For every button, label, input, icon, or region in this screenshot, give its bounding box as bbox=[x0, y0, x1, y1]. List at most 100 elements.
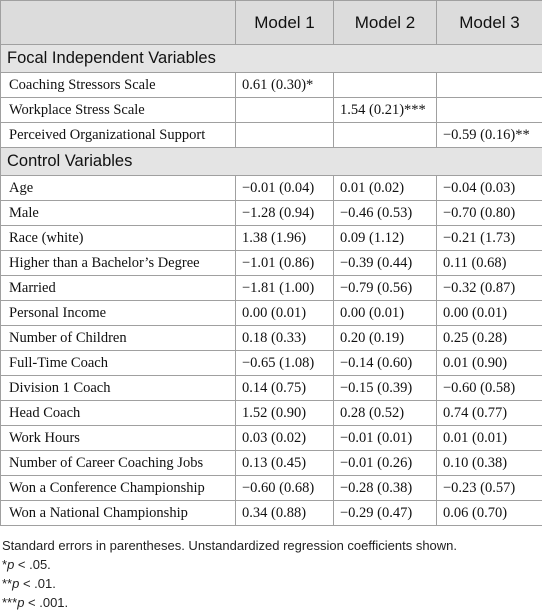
column-header: Model 2 bbox=[333, 0, 437, 45]
row-label: Head Coach bbox=[0, 400, 236, 426]
cell-value: 0.09 (1.12) bbox=[333, 225, 437, 251]
stars: *** bbox=[2, 595, 18, 610]
table-row: Age −0.01 (0.04) 0.01 (0.02) −0.04 (0.03) bbox=[0, 175, 542, 201]
cell-value: −1.81 (1.00) bbox=[235, 275, 334, 301]
table-row: Number of Career Coaching Jobs 0.13 (0.45… bbox=[0, 450, 542, 476]
section-row: Focal Independent Variables bbox=[0, 44, 542, 73]
column-header: Model 3 bbox=[436, 0, 542, 45]
cell-value: −0.39 (0.44) bbox=[333, 250, 437, 276]
stars: * bbox=[2, 557, 8, 572]
cell-value: −0.28 (0.38) bbox=[333, 475, 437, 501]
cell-value: −0.01 (0.26) bbox=[333, 450, 437, 476]
cell-value: 1.54 (0.21)*** bbox=[333, 97, 437, 123]
cell-value: 0.18 (0.33) bbox=[235, 325, 334, 351]
cell-value: −0.15 (0.39) bbox=[333, 375, 437, 401]
table-row: Workplace Stress Scale 1.54 (0.21)*** bbox=[0, 97, 542, 123]
table-row: Race (white) 1.38 (1.96) 0.09 (1.12) −0.21 … bbox=[0, 225, 542, 251]
cell-value: 0.28 (0.52) bbox=[333, 400, 437, 426]
table-row: Full-Time Coach −0.65 (1.08) −0.14 (0.60) 0… bbox=[0, 350, 542, 376]
significance-note: **p < .01. bbox=[2, 574, 542, 593]
row-label: Division 1 Coach bbox=[0, 375, 236, 401]
footnote: Standard errors in parentheses. Unstanda… bbox=[2, 538, 458, 553]
cell-value: 0.01 (0.01) bbox=[436, 425, 542, 451]
cell-value: −0.60 (0.58) bbox=[436, 375, 542, 401]
cell-value: −0.21 (1.73) bbox=[436, 225, 542, 251]
row-label: Work Hours bbox=[0, 425, 236, 451]
significance-note: ***p < .001. bbox=[2, 593, 542, 612]
cell-value: 0.20 (0.19) bbox=[333, 325, 437, 351]
section-row: Control Variables bbox=[0, 147, 542, 176]
p-symbol: p bbox=[7, 557, 15, 572]
cell-value: −0.01 (0.04) bbox=[235, 175, 334, 201]
cell-value: 0.25 (0.28) bbox=[436, 325, 542, 351]
cell-value: 0.74 (0.77) bbox=[436, 400, 542, 426]
cell-value: 0.61 (0.30)* bbox=[235, 72, 334, 98]
table-row: Number of Children 0.18 (0.33) 0.20 (0.19)… bbox=[0, 325, 542, 351]
cell-value: −1.01 (0.86) bbox=[235, 250, 334, 276]
table-row: Male −1.28 (0.94) −0.46 (0.53) −0.70 (0.80) bbox=[0, 200, 542, 226]
cell-value: 0.10 (0.38) bbox=[436, 450, 542, 476]
cell-value: −0.59 (0.16)** bbox=[436, 122, 542, 148]
empty-cell bbox=[436, 97, 542, 123]
table-row: Work Hours 0.03 (0.02) −0.01 (0.01) 0.01 (0… bbox=[0, 425, 542, 451]
row-label: Higher than a Bachelor’s Degree bbox=[0, 250, 236, 276]
row-label: Won a Conference Championship bbox=[0, 475, 236, 501]
cell-value: −0.29 (0.47) bbox=[333, 500, 437, 526]
empty-cell bbox=[235, 97, 334, 123]
cell-value: 0.14 (0.75) bbox=[235, 375, 334, 401]
table-row: Division 1 Coach 0.14 (0.75) −0.15 (0.39) −… bbox=[0, 375, 542, 401]
footnotes: Standard errors in parentheses. Unstanda… bbox=[0, 526, 542, 612]
row-label: Race (white) bbox=[0, 225, 236, 251]
table-row: Perceived Organizational Support −0.59 (0… bbox=[0, 122, 542, 148]
header-corner bbox=[0, 0, 236, 45]
row-label: Coaching Stressors Scale bbox=[0, 72, 236, 98]
threshold: < .001. bbox=[24, 595, 69, 610]
row-label: Full-Time Coach bbox=[0, 350, 236, 376]
cell-value: −0.04 (0.03) bbox=[436, 175, 542, 201]
cell-value: 1.38 (1.96) bbox=[235, 225, 334, 251]
header-row: Model 1 Model 2 Model 3 bbox=[0, 0, 542, 45]
p-symbol: p bbox=[12, 576, 20, 591]
row-label: Personal Income bbox=[0, 300, 236, 326]
cell-value: 0.13 (0.45) bbox=[235, 450, 334, 476]
cell-value: 0.11 (0.68) bbox=[436, 250, 542, 276]
empty-cell bbox=[333, 122, 437, 148]
cell-value: 0.00 (0.01) bbox=[235, 300, 334, 326]
table-row: Won a Conference Championship −0.60 (0.68… bbox=[0, 475, 542, 501]
cell-value: −0.70 (0.80) bbox=[436, 200, 542, 226]
cell-value: −0.14 (0.60) bbox=[333, 350, 437, 376]
cell-value: 1.52 (0.90) bbox=[235, 400, 334, 426]
column-header: Model 1 bbox=[235, 0, 334, 45]
threshold: < .01. bbox=[19, 576, 56, 591]
section-title: Control Variables bbox=[0, 147, 542, 176]
table-row: Head Coach 1.52 (0.90) 0.28 (0.52) 0.74 (0.… bbox=[0, 400, 542, 426]
cell-value: −1.28 (0.94) bbox=[235, 200, 334, 226]
table-row: Higher than a Bachelor’s Degree −1.01 (0.… bbox=[0, 250, 542, 276]
empty-cell bbox=[436, 72, 542, 98]
section-title: Focal Independent Variables bbox=[0, 44, 542, 73]
cell-value: 0.34 (0.88) bbox=[235, 500, 334, 526]
regression-table: Model 1 Model 2 Model 3 Focal Independent V… bbox=[0, 0, 542, 526]
cell-value: 0.00 (0.01) bbox=[436, 300, 542, 326]
cell-value: −0.60 (0.68) bbox=[235, 475, 334, 501]
table-row: Married −1.81 (1.00) −0.79 (0.56) −0.32 (0.… bbox=[0, 275, 542, 301]
cell-value: 0.00 (0.01) bbox=[333, 300, 437, 326]
empty-cell bbox=[333, 72, 437, 98]
row-label: Perceived Organizational Support bbox=[0, 122, 236, 148]
cell-value: −0.32 (0.87) bbox=[436, 275, 542, 301]
cell-value: −0.79 (0.56) bbox=[333, 275, 437, 301]
cell-value: −0.46 (0.53) bbox=[333, 200, 437, 226]
row-label: Won a National Championship bbox=[0, 500, 236, 526]
cell-value: 0.03 (0.02) bbox=[235, 425, 334, 451]
cell-value: 0.01 (0.02) bbox=[333, 175, 437, 201]
p-symbol: p bbox=[17, 595, 25, 610]
row-label: Married bbox=[0, 275, 236, 301]
significance-note: *p < .05. bbox=[2, 555, 542, 574]
empty-cell bbox=[235, 122, 334, 148]
row-label: Number of Children bbox=[0, 325, 236, 351]
row-label: Number of Career Coaching Jobs bbox=[0, 450, 236, 476]
stars: ** bbox=[2, 576, 13, 591]
row-label: Age bbox=[0, 175, 236, 201]
table-row: Coaching Stressors Scale 0.61 (0.30)* bbox=[0, 72, 542, 98]
